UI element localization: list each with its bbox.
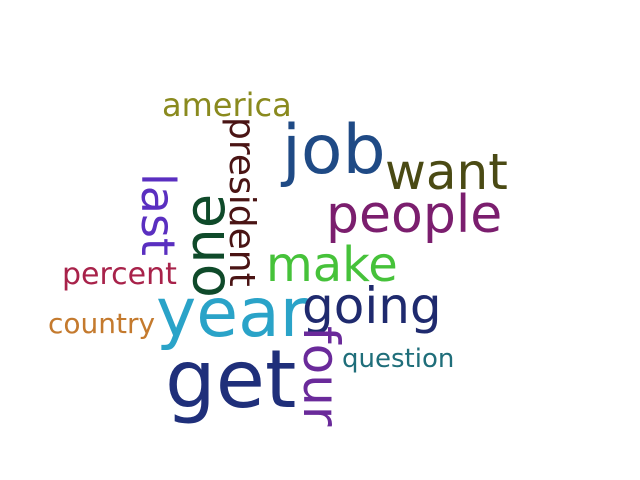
word-people: people	[326, 185, 503, 245]
word-job: job	[282, 111, 386, 190]
word-going: going	[302, 277, 442, 335]
word-year: year	[156, 274, 308, 353]
word-make: make	[266, 237, 398, 293]
word-want: want	[385, 143, 508, 201]
word-question: question	[342, 344, 455, 374]
word-four: four	[292, 326, 350, 427]
word-country: country	[48, 307, 156, 340]
word-america: america	[162, 86, 292, 124]
word-get: get	[165, 333, 297, 426]
word-percent: percent	[62, 257, 177, 292]
